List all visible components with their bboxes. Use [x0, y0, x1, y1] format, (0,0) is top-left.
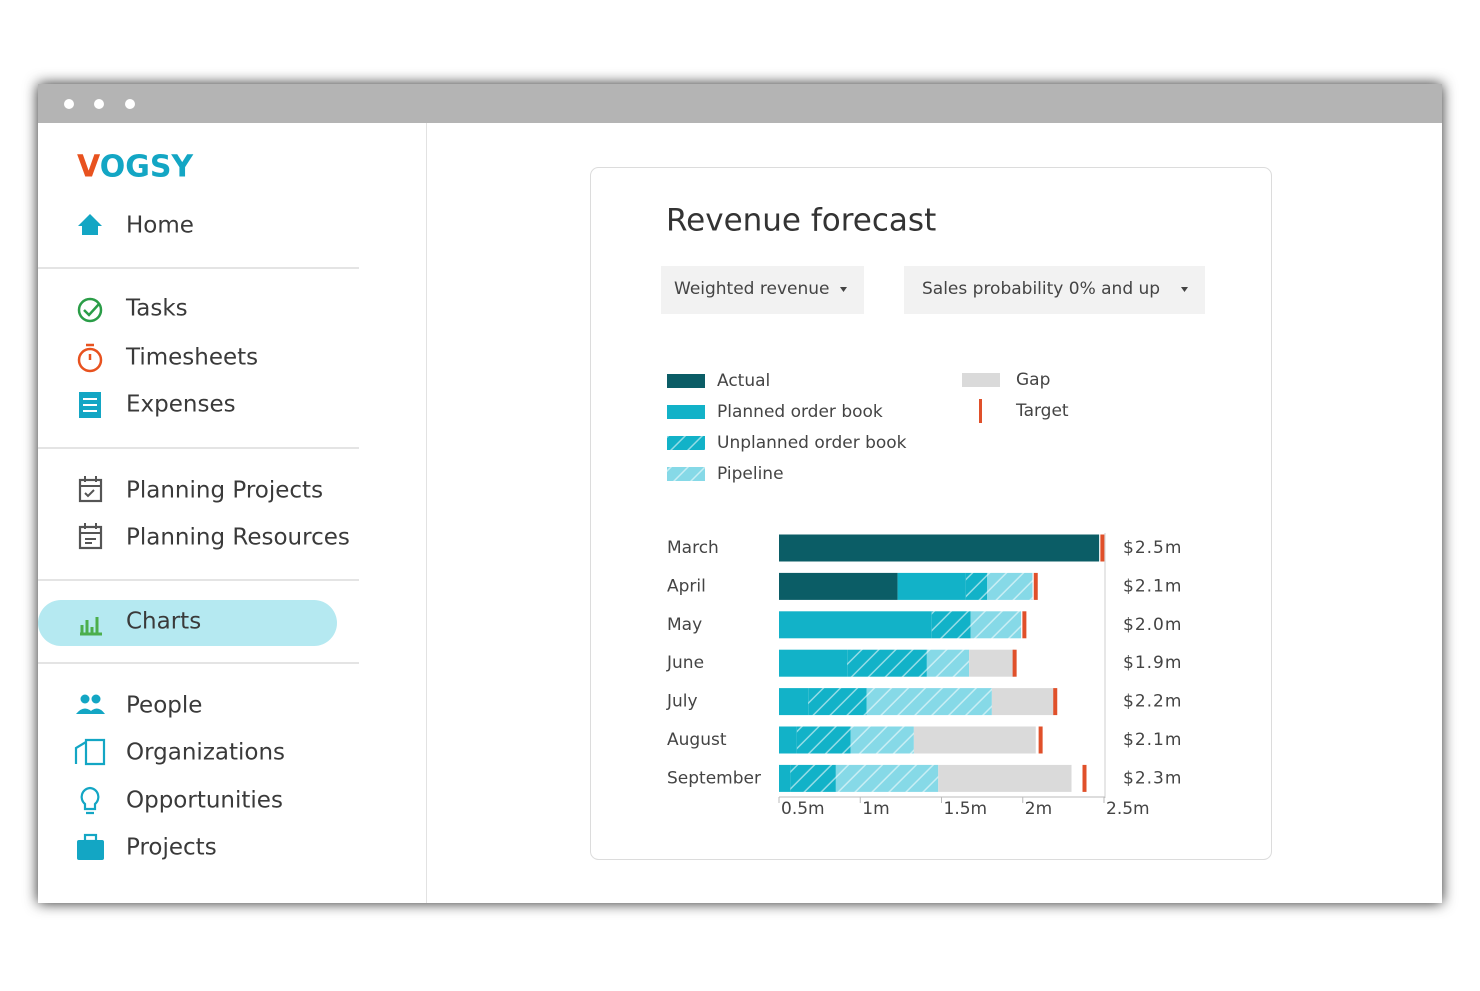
target-marker [1033, 572, 1038, 600]
nav-item[interactable]: Expenses [126, 392, 236, 418]
nav-icons [74, 214, 106, 860]
x-tick-label: 1.5m [944, 799, 988, 819]
nav-item[interactable]: Organizations [126, 740, 285, 766]
bar-segment [779, 726, 797, 754]
x-tick-label: 2m [1025, 799, 1052, 819]
bar-segment [866, 688, 992, 716]
legend-label: Planned order book [717, 402, 883, 422]
bar-segment [970, 611, 1022, 639]
bar-segment [913, 726, 1036, 754]
nav-item[interactable]: Planning Resources [126, 525, 350, 551]
bar-segment [926, 649, 970, 677]
legend-label: Target [1015, 401, 1069, 421]
target-marker [1012, 649, 1017, 677]
target-marker [1082, 764, 1087, 792]
bar-segment [965, 572, 987, 600]
bar-segment [850, 726, 914, 754]
nav-item[interactable]: Home [126, 213, 194, 239]
bar-segment [987, 572, 1033, 600]
legend-label: Pipeline [717, 464, 784, 484]
bar-segment [779, 611, 932, 639]
dropdown-arrow[interactable] [1181, 287, 1188, 292]
dropdown[interactable] [661, 266, 864, 314]
card-title: Revenue forecast [666, 203, 936, 239]
target-marker [1038, 726, 1043, 754]
bar-segment [779, 649, 848, 677]
y-tick-label: May [667, 615, 702, 635]
legend-label: Gap [1016, 370, 1050, 390]
bar-segment [808, 688, 867, 716]
nav-item[interactable]: Tasks [125, 296, 188, 322]
total-label: $2.1m [1123, 576, 1182, 596]
target-marker [1053, 688, 1058, 716]
nav-active [38, 600, 337, 646]
x-tick-label: 1m [862, 799, 889, 819]
total-label: $2.0m [1123, 615, 1182, 635]
nav-item[interactable]: Planning Projects [126, 478, 323, 504]
dropdown-label[interactable]: Weighted revenue [674, 279, 829, 299]
y-tick-label: August [667, 730, 727, 750]
target-marker [1022, 611, 1027, 639]
dropdown-arrow[interactable] [840, 287, 847, 292]
bar-segment [779, 534, 1100, 562]
y-tick-label: June [666, 653, 704, 673]
nav-item[interactable]: Timesheets [125, 345, 258, 371]
y-tick-label: July [666, 692, 698, 712]
nav-item[interactable]: Projects [126, 835, 217, 861]
x-tick-label: 0.5m [781, 799, 825, 819]
nav-item[interactable]: Charts [126, 609, 201, 635]
title-bar [38, 84, 1442, 123]
y-tick-label: March [667, 538, 719, 558]
bar-segment [847, 649, 927, 677]
nav-item[interactable]: People [126, 693, 202, 719]
total-label: $2.3m [1123, 768, 1182, 788]
nav-dividers [38, 267, 359, 664]
bar-segment [991, 688, 1054, 716]
total-label: $1.9m [1123, 653, 1182, 673]
legend-swatch [667, 405, 705, 419]
legend-swatch [979, 399, 982, 423]
window-dot[interactable] [94, 99, 104, 109]
y-tick-label: September [667, 768, 761, 788]
legend-label: Unplanned order book [717, 433, 907, 453]
bar-segment [779, 688, 809, 716]
total-label: $2.5m [1123, 538, 1182, 558]
legend-swatch [667, 436, 705, 450]
bar-segment [835, 764, 939, 792]
bar-segment [790, 764, 836, 792]
target-marker [1100, 534, 1105, 562]
bar-segment [938, 764, 1072, 792]
bar-segment [796, 726, 851, 754]
total-label: $2.2m [1123, 692, 1182, 712]
bar-segment [931, 611, 971, 639]
bar-segment [779, 572, 898, 600]
bar-segment [897, 572, 966, 600]
bar-segment [969, 649, 1015, 677]
dropdown-label[interactable]: Sales probability 0% and up [922, 279, 1160, 299]
y-tick-label: April [667, 576, 706, 596]
bar-segment [779, 764, 791, 792]
legend-swatch [667, 467, 705, 481]
nav: Home Tasks Timesheets Expenses Planning … [125, 213, 350, 861]
window-dot[interactable] [64, 99, 74, 109]
x-tick-label: 2.5m [1106, 799, 1150, 819]
legend-swatch [667, 374, 705, 388]
window-dot[interactable] [125, 99, 135, 109]
legend-swatch [962, 373, 1000, 387]
dropdown[interactable] [904, 266, 1205, 314]
total-label: $2.1m [1123, 730, 1182, 750]
card [590, 167, 1272, 860]
legend-label: Actual [717, 371, 770, 391]
nav-item[interactable]: Opportunities [126, 788, 283, 814]
logo[interactable]: VOGSY [77, 150, 194, 185]
